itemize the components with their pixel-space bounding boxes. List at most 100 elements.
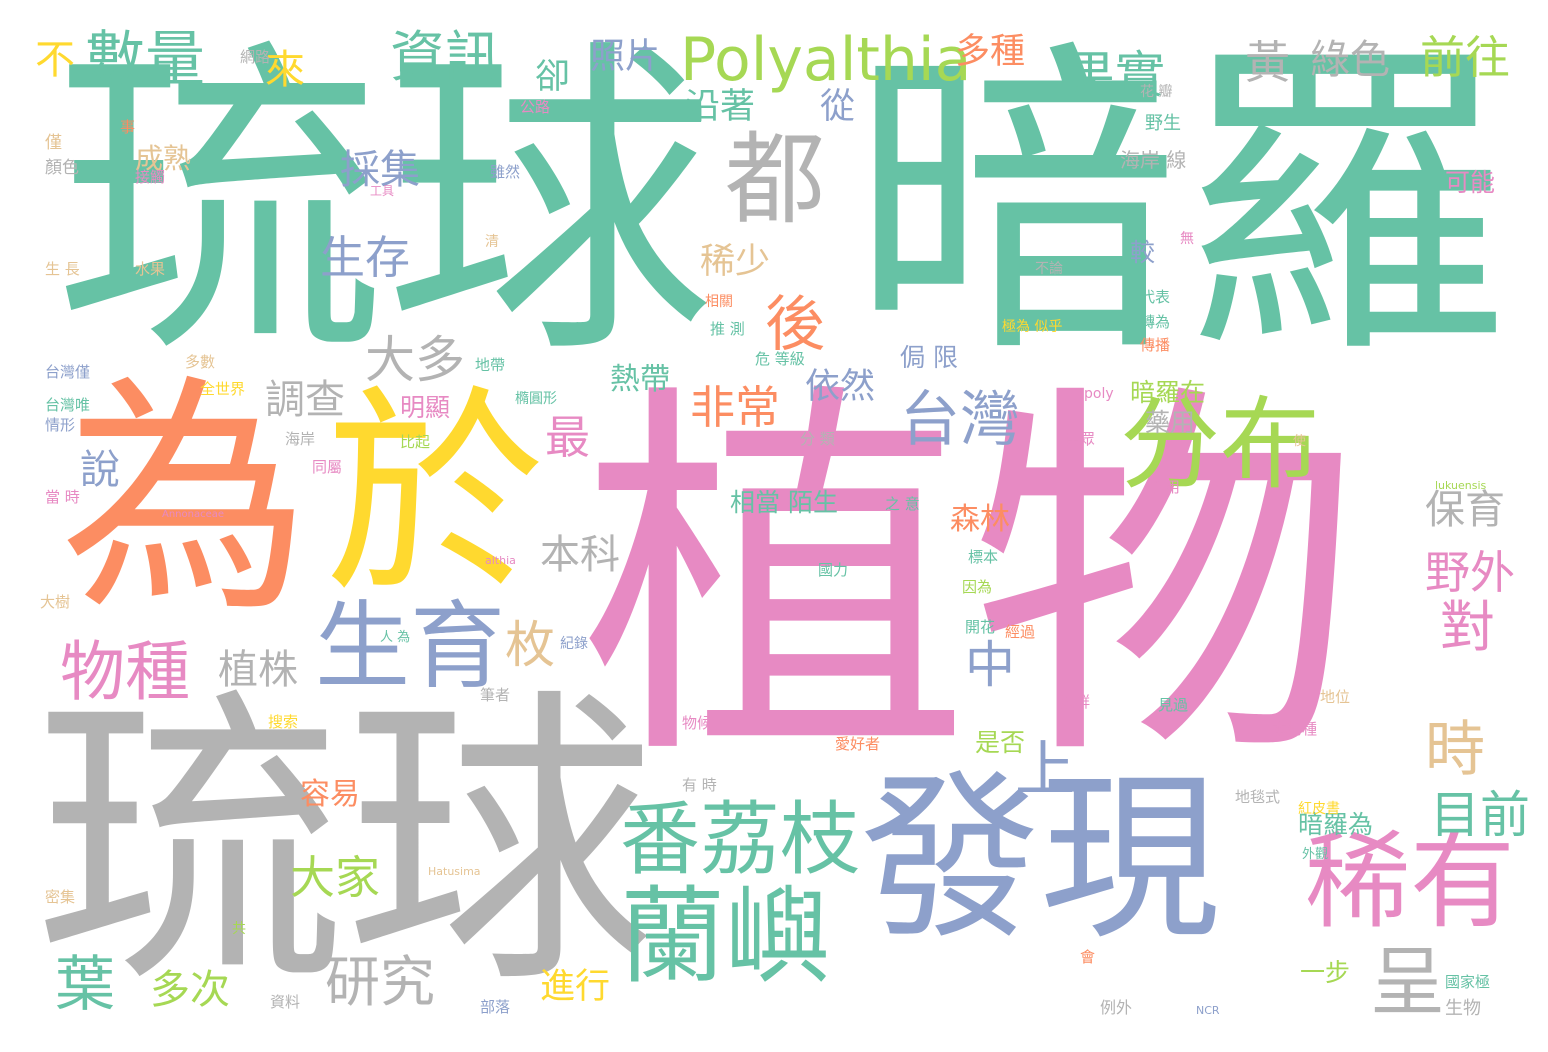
- cloud-word: 說: [80, 447, 120, 493]
- cloud-word: althia: [485, 554, 516, 567]
- cloud-word: 外觀: [1302, 847, 1329, 862]
- cloud-word: 非常: [690, 381, 781, 434]
- cloud-word: 紀錄: [560, 636, 588, 652]
- cloud-word: 枚: [505, 616, 555, 674]
- cloud-word: 多種: [955, 32, 1026, 72]
- cloud-word: 共: [232, 921, 246, 937]
- cloud-word: 海岸: [285, 430, 316, 448]
- cloud-word: 熱帶: [610, 362, 670, 397]
- cloud-word: 不論: [1035, 261, 1063, 277]
- cloud-word: 極為 似乎: [1002, 319, 1063, 335]
- cloud-word: 照片: [590, 37, 661, 77]
- cloud-word: 相關: [705, 294, 733, 310]
- cloud-word: 本科: [540, 532, 620, 578]
- cloud-word: 資料: [270, 993, 301, 1011]
- cloud-word: 中: [965, 636, 1015, 694]
- cloud-word: 危 等級: [755, 350, 805, 368]
- cloud-word: 經過: [1005, 623, 1036, 641]
- cloud-word: 進行: [540, 967, 611, 1007]
- cloud-word: 森林: [950, 502, 1010, 537]
- cloud-word: 顏色: [45, 158, 79, 178]
- cloud-word: 明顯: [400, 393, 451, 422]
- cloud-word: 研究: [325, 950, 436, 1014]
- cloud-word: NCR: [1196, 1004, 1220, 1017]
- cloud-word: 暗羅: [850, 13, 1510, 397]
- cloud-word: 紅皮書: [1298, 801, 1340, 817]
- cloud-word: 僅: [45, 133, 62, 153]
- cloud-word: 為: [60, 354, 310, 645]
- cloud-word: 發現: [860, 755, 1221, 964]
- cloud-word: 容易: [300, 777, 360, 812]
- cloud-word: 分布: [1120, 386, 1320, 503]
- cloud-word: 之 意: [885, 495, 920, 513]
- cloud-word: 見過: [1158, 696, 1189, 714]
- cloud-word: 台灣: [900, 385, 1020, 455]
- cloud-word: 野生: [1145, 113, 1181, 134]
- cloud-word: 大家: [290, 851, 381, 904]
- cloud-word: 同屬: [312, 458, 343, 476]
- cloud-word: 使: [1293, 434, 1307, 449]
- cloud-word: 番荔枝: [620, 793, 860, 886]
- cloud-word: 採集: [340, 147, 420, 193]
- cloud-word: 台灣僅: [45, 363, 91, 381]
- cloud-word: 事: [120, 118, 136, 136]
- cloud-word: 部落: [480, 998, 511, 1016]
- cloud-word: 花 瓣: [1140, 84, 1173, 100]
- cloud-word: lukuensis: [1435, 479, 1487, 492]
- cloud-word: 筆者: [480, 686, 511, 704]
- cloud-word: 族群: [1060, 693, 1091, 711]
- cloud-word: 海岸 線: [1120, 148, 1187, 172]
- cloud-word: 全世界: [200, 380, 246, 398]
- cloud-word: 台灣唯: [45, 396, 91, 414]
- cloud-word: 例外: [1100, 998, 1133, 1017]
- cloud-word: 傳播: [1140, 336, 1171, 354]
- cloud-word: 蘭嶼: [620, 876, 831, 998]
- cloud-word: 不: [35, 37, 75, 83]
- cloud-word: 相當 陌生: [730, 488, 838, 517]
- cloud-word: 開花: [965, 618, 996, 636]
- cloud-word: 數量: [85, 25, 205, 95]
- cloud-word: 橢圓形: [515, 391, 557, 407]
- cloud-word: 多次: [150, 967, 230, 1013]
- cloud-word: 無: [1180, 231, 1194, 247]
- cloud-word: 地毯式: [1235, 788, 1281, 806]
- cloud-word: 工具: [370, 184, 395, 198]
- cloud-word: 網路: [240, 48, 271, 66]
- cloud-word: 卻: [535, 57, 571, 97]
- cloud-word: 雖然: [490, 163, 521, 181]
- cloud-word: 調查: [265, 377, 345, 423]
- cloud-word: 稀有: [1305, 821, 1516, 943]
- cloud-word: 依然: [805, 367, 876, 407]
- cloud-word: 資訊: [390, 25, 501, 89]
- cloud-word: 可能: [1445, 168, 1496, 197]
- cloud-word: 沿著: [685, 87, 756, 127]
- cloud-word: 因為: [962, 578, 993, 596]
- cloud-word: 藥用: [1145, 408, 1196, 437]
- cloud-word: 侷 限: [900, 343, 958, 372]
- cloud-word: 都: [725, 121, 825, 238]
- cloud-word: 植物: [580, 353, 1360, 807]
- cloud-word: 生物: [1445, 998, 1481, 1019]
- cloud-word: 愛好者: [835, 735, 881, 753]
- cloud-word: 暗羅為: [1298, 810, 1374, 839]
- cloud-word: 後: [765, 290, 825, 360]
- cloud-word: 葉: [55, 950, 115, 1020]
- cloud-word: 來: [265, 47, 305, 93]
- cloud-word: 地位: [1320, 688, 1351, 706]
- cloud-word: 大樹: [40, 593, 71, 611]
- cloud-word: 呈: [1370, 938, 1446, 1026]
- cloud-word: 國力: [818, 561, 849, 579]
- cloud-word: Annonaceae: [162, 509, 225, 520]
- cloud-word: 琉球: [55, 13, 715, 397]
- cloud-word: 一步: [1300, 958, 1351, 987]
- cloud-word: 生 長: [45, 260, 80, 278]
- cloud-word: 目前: [1430, 786, 1530, 844]
- cloud-word: 稀少: [700, 242, 771, 282]
- cloud-word: 接觸: [135, 168, 166, 186]
- cloud-word: 分 類: [800, 430, 835, 448]
- cloud-word: 轉為: [1140, 313, 1171, 331]
- cloud-word: 生育: [315, 592, 506, 702]
- cloud-word: 前往: [1420, 31, 1511, 84]
- cloud-word: 是否: [975, 728, 1026, 757]
- cloud-word: 推 測: [710, 320, 745, 338]
